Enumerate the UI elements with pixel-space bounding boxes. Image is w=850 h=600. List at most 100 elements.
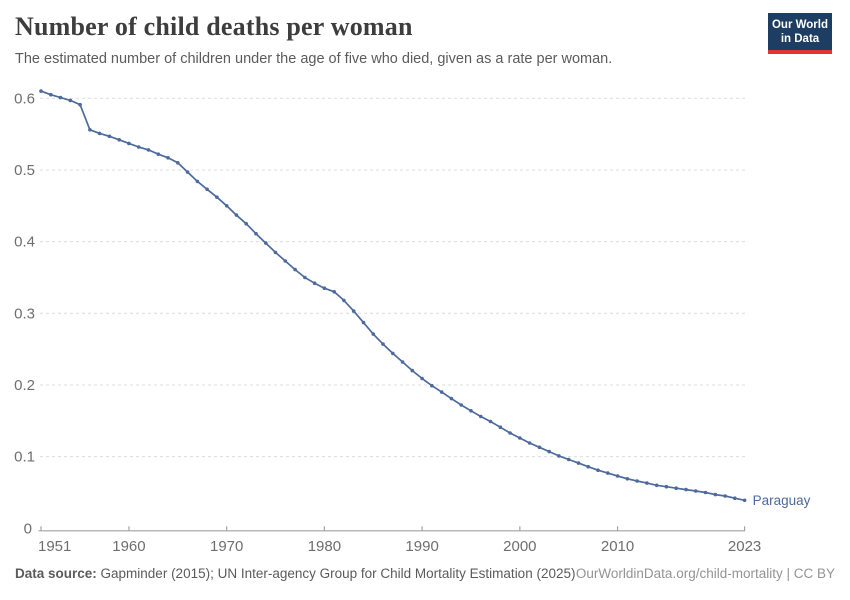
data-point[interactable] [693, 489, 698, 493]
data-point[interactable] [332, 290, 337, 294]
data-point[interactable] [254, 231, 258, 236]
y-tick-label: 0 [24, 520, 32, 537]
data-point[interactable] [371, 332, 376, 336]
x-tick-label: 1990 [405, 538, 438, 555]
data-point[interactable] [733, 496, 737, 501]
x-axis-labels: 1951 1960 1970 1980 1990 2000 2010 2023 [38, 538, 761, 555]
data-point[interactable] [351, 309, 356, 313]
data-point[interactable] [410, 368, 415, 373]
data-point[interactable] [264, 241, 268, 245]
series-line-paraguay[interactable] [40, 90, 746, 502]
y-tick-label: 0.5 [14, 162, 35, 179]
data-point[interactable] [449, 396, 454, 401]
data-point[interactable] [391, 351, 395, 356]
data-point[interactable] [625, 477, 630, 481]
data-point[interactable] [361, 320, 366, 325]
data-point[interactable] [107, 134, 112, 139]
data-point[interactable] [645, 481, 649, 485]
x-tick-label: 2000 [503, 538, 536, 555]
data-source-label: Data source: [15, 566, 97, 581]
data-point[interactable] [547, 449, 551, 454]
data-point[interactable] [205, 187, 209, 192]
data-point[interactable] [283, 259, 288, 263]
data-point[interactable] [488, 419, 493, 424]
data-point[interactable] [420, 376, 424, 381]
data-point[interactable] [586, 464, 590, 469]
data-point[interactable] [78, 102, 82, 107]
y-gridlines [40, 97, 748, 458]
chart-title: Number of child deaths per woman [15, 12, 413, 41]
data-point[interactable] [557, 454, 561, 458]
data-point[interactable] [469, 409, 473, 413]
data-point[interactable] [615, 474, 620, 478]
data-point[interactable] [498, 425, 503, 430]
data-point[interactable] [49, 92, 53, 97]
data-point[interactable] [606, 471, 610, 475]
owid-logo-line2: in Data [780, 33, 820, 45]
footer-license-link[interactable]: OurWorldinData.org/child-mortality | CC … [575, 566, 835, 581]
x-tick-label: 1951 [38, 538, 71, 555]
data-point[interactable] [703, 490, 708, 495]
data-point[interactable] [58, 95, 63, 100]
data-point[interactable] [166, 156, 170, 160]
data-point[interactable] [303, 275, 307, 280]
owid-logo-line1: Our World [771, 19, 828, 31]
x-tick-label: 1960 [112, 538, 145, 555]
data-point[interactable] [342, 298, 346, 303]
data-point[interactable] [68, 98, 73, 103]
data-point[interactable] [537, 445, 542, 450]
data-point[interactable] [224, 204, 229, 208]
data-point[interactable] [654, 483, 659, 488]
data-point[interactable] [215, 195, 219, 199]
data-point[interactable] [723, 494, 727, 498]
data-source: Data source: Gapminder (2015); UN Inter-… [15, 566, 575, 581]
data-point[interactable] [117, 138, 121, 142]
data-point[interactable] [518, 436, 522, 440]
data-point[interactable] [459, 403, 464, 407]
data-point[interactable] [97, 131, 102, 136]
data-point[interactable] [742, 498, 747, 503]
series-points [39, 89, 747, 503]
y-tick-label: 0.2 [14, 377, 35, 394]
data-point[interactable] [674, 486, 678, 491]
data-point[interactable] [322, 286, 327, 290]
data-point[interactable] [185, 170, 190, 174]
data-point[interactable] [176, 161, 180, 165]
data-point[interactable] [479, 414, 483, 419]
data-point[interactable] [293, 267, 297, 272]
x-axis [38, 526, 746, 532]
data-point[interactable] [713, 492, 718, 497]
data-point[interactable] [508, 431, 512, 435]
data-point[interactable] [312, 281, 317, 285]
data-point[interactable] [566, 457, 571, 462]
chart-footer: Data source: Gapminder (2015); UN Inter-… [15, 566, 835, 581]
data-point[interactable] [136, 145, 141, 149]
data-point[interactable] [234, 213, 239, 217]
data-point[interactable] [684, 487, 688, 492]
y-tick-label: 0.6 [14, 90, 35, 107]
data-point[interactable] [273, 250, 278, 255]
data-point[interactable] [195, 179, 200, 184]
data-point[interactable] [400, 360, 405, 364]
data-point[interactable] [527, 441, 532, 445]
data-point[interactable] [39, 89, 43, 93]
data-point[interactable] [576, 461, 581, 465]
data-point[interactable] [381, 342, 385, 346]
data-point[interactable] [146, 148, 151, 152]
data-point[interactable] [664, 484, 669, 489]
data-point[interactable] [88, 128, 92, 132]
x-tick-label: 1970 [210, 538, 243, 555]
y-tick-label: 0.1 [14, 449, 35, 466]
entity-label-paraguay[interactable]: Paraguay [753, 493, 811, 508]
chart-canvas: 0 0.1 0.2 0.3 0.4 0.5 0.6 1951 1960 1970 1980 1990 2… [14, 89, 811, 555]
data-point[interactable] [156, 152, 161, 156]
owid-logo[interactable]: Our World in Data [768, 13, 832, 54]
data-point[interactable] [244, 221, 248, 226]
data-point[interactable] [127, 141, 131, 146]
data-point[interactable] [430, 383, 434, 388]
data-point[interactable] [439, 390, 444, 394]
y-tick-label: 0.4 [14, 234, 35, 251]
data-point[interactable] [596, 468, 600, 473]
data-point[interactable] [635, 479, 639, 483]
